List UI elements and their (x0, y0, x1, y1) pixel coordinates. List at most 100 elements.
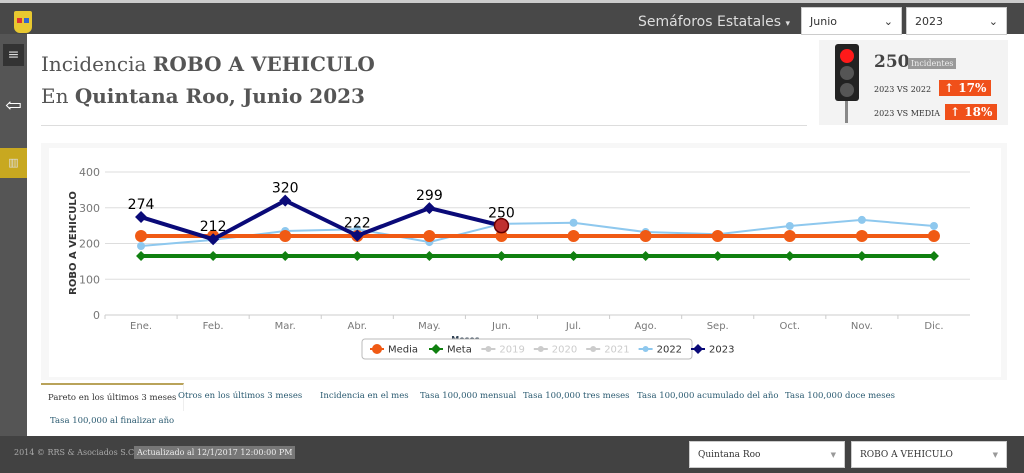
point-Meta (280, 251, 291, 262)
cmp2-label: 2023 VS MEDIA (874, 109, 941, 118)
cmp2-badge: ↑ 18% (945, 104, 998, 120)
x-tick-label: Ene. (130, 321, 152, 332)
y-tick-label: 200 (79, 238, 100, 251)
point-Meta (640, 251, 651, 262)
data-label: 250 (488, 206, 515, 222)
legend-marker-2021 (590, 346, 597, 352)
tab-3[interactable]: Tasa 100,000 mensual (420, 391, 517, 401)
year-select[interactable]: 2023 ⌄ (906, 7, 1007, 35)
x-tick-label: Nov. (851, 321, 873, 332)
back-arrow-icon[interactable]: ⇦ (5, 93, 22, 117)
tab-5[interactable]: Tasa 100,000 acumulado del año (637, 391, 779, 401)
point-2023 (279, 194, 292, 207)
legend-marker-2022 (642, 346, 649, 352)
divider (41, 125, 807, 126)
chevron-down-icon: ⌄ (883, 14, 893, 28)
point-Meta (208, 251, 219, 262)
arrow-up-icon: ↑ (944, 81, 955, 95)
data-label: 320 (272, 181, 299, 197)
tab-1[interactable]: Otros en los últimos 3 meses (178, 391, 303, 401)
traffic-light-pole (845, 101, 848, 123)
chart-container: 0 100 200 300 400 Ene. Feb. Mar. Abr. May. Jun. Jul… (41, 143, 1007, 380)
legend-item-Media[interactable]: Media (388, 345, 418, 356)
x-tick-label: Feb. (203, 321, 224, 332)
x-tick-label: Oct. (780, 321, 800, 332)
legend-marker-2020 (537, 346, 544, 352)
page-title-line2: En Quintana Roo, Junio 2023 (41, 84, 365, 108)
data-label: 299 (416, 188, 443, 204)
chevron-down-icon: ▼ (830, 450, 836, 459)
menu-icon[interactable]: ≡ (3, 44, 24, 66)
legend-item-Meta[interactable]: Meta (447, 345, 472, 356)
point-2023 (207, 233, 220, 246)
tab-7[interactable]: Tasa 100,000 al finalizar año (50, 416, 175, 426)
tab-4[interactable]: Tasa 100,000 tres meses (523, 391, 630, 401)
point-Meta (928, 251, 939, 262)
chevron-down-icon: ⌄ (988, 14, 998, 28)
point-2023 (423, 202, 436, 215)
updated-badge: Actualizado al 12/1/2017 12:00:00 PM (134, 446, 296, 459)
point-2022 (929, 221, 938, 230)
x-tick-label: Abr. (348, 321, 368, 332)
legend-item-2023[interactable]: 2023 (709, 345, 734, 356)
point-Meta (784, 251, 795, 262)
tab-bar: Pareto en los últimos 3 meses Otros en lo… (41, 383, 1007, 435)
x-tick-label: Sep. (707, 321, 729, 332)
legend-marker-Media (372, 344, 382, 354)
crime-select[interactable]: ROBO A VEHICULO ▼ (851, 441, 1007, 468)
point-2022 (569, 218, 578, 227)
traffic-light-icon (835, 44, 859, 101)
y-tick-label: 100 (79, 273, 100, 286)
point-Media (783, 229, 796, 242)
copyright: 2014 © RRS & Asociados S.C. (14, 448, 137, 457)
line-chart: 0 100 200 300 400 Ene. Feb. Mar. Abr. May. Jun. Jul… (68, 166, 970, 360)
page-title-line1: Incidencia ROBO A VEHICULO (41, 52, 375, 76)
sidebar: ≡ ⇦ ▥ (0, 34, 27, 436)
point-Meta (496, 251, 507, 262)
point-Media (567, 229, 580, 242)
legend-marker-Meta (431, 344, 441, 354)
kpi-value: 250 (874, 52, 910, 72)
data-label: 274 (128, 197, 155, 213)
top-bar: Semáforos Estatales ▾ Junio ⌄ 2023 ⌄ (0, 0, 1024, 35)
point-Media (927, 229, 940, 242)
point-2023 (351, 229, 364, 242)
tab-2[interactable]: Incidencia en el mes (320, 391, 409, 401)
point-2022 (785, 221, 794, 230)
point-Media (423, 229, 436, 242)
legend-item-2020[interactable]: 2020 (552, 345, 577, 356)
point-Media (711, 229, 724, 242)
point-Meta (568, 251, 579, 262)
month-select[interactable]: Junio ⌄ (801, 7, 902, 35)
x-tick-label: Mar. (275, 321, 296, 332)
state-select[interactable]: Quintana Roo ▼ (689, 441, 845, 468)
x-tick-label: Jul. (565, 321, 581, 332)
selected-point (493, 217, 510, 234)
point-Media (855, 229, 868, 242)
footer: 2014 © RRS & Asociados S.C. Actualizado … (0, 436, 1024, 473)
kpi-panel: 250 Incidentes 2023 VS 2022 ↑ 17% 2023 V… (819, 40, 1008, 125)
point-Media (279, 229, 292, 242)
legend-item-2021[interactable]: 2021 (604, 345, 629, 356)
tab-0[interactable]: Pareto en los últimos 3 meses (41, 383, 185, 411)
x-tick-label: May. (418, 321, 440, 332)
point-Media (495, 229, 508, 242)
point-Meta (352, 251, 363, 262)
series-line-2022 (140, 218, 935, 247)
point-Media (135, 229, 148, 242)
chart-icon[interactable]: ▥ (0, 148, 27, 178)
x-tick-label: Ago. (634, 321, 656, 332)
y-tick-label: 400 (79, 166, 100, 179)
y-tick-label: 0 (93, 309, 100, 322)
logo (14, 11, 32, 33)
arrow-up-icon: ↑ (950, 105, 961, 119)
point-2022 (137, 242, 146, 251)
series-line-2023 (140, 198, 502, 242)
point-Meta (712, 251, 723, 262)
point-Media (639, 229, 652, 242)
tab-6[interactable]: Tasa 100,000 doce meses (785, 391, 895, 401)
semaforos-menu[interactable]: Semáforos Estatales ▾ (638, 14, 791, 30)
legend-marker-2019 (485, 346, 492, 352)
legend-item-2022[interactable]: 2022 (657, 345, 682, 356)
legend-item-2019[interactable]: 2019 (499, 345, 524, 356)
